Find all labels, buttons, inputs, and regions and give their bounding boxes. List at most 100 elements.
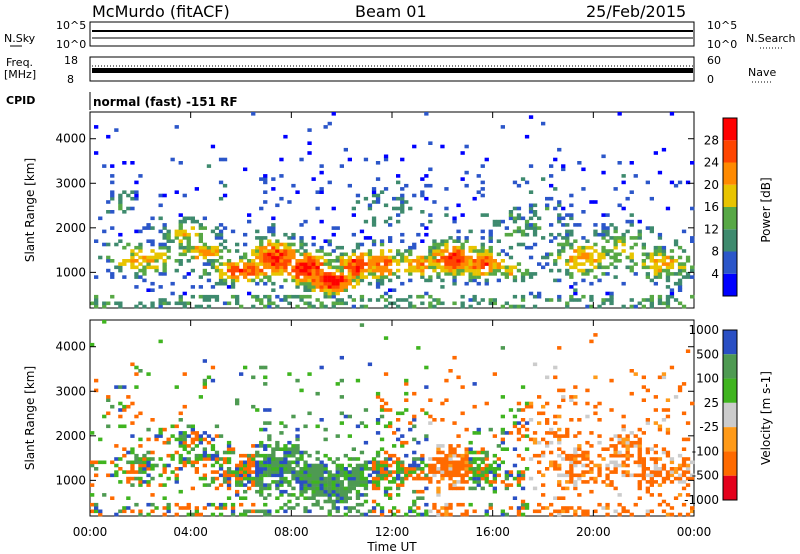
range-cell [178, 259, 183, 263]
range-cell [589, 470, 594, 474]
range-cell [633, 262, 638, 266]
range-cell [488, 252, 493, 257]
range-cell [621, 239, 626, 243]
range-cell [230, 512, 236, 517]
range-cell [138, 245, 143, 250]
range-cell [279, 272, 284, 276]
range-cell [279, 460, 284, 465]
range-cell [190, 437, 195, 442]
range-cell [230, 506, 236, 510]
range-cell [267, 408, 272, 412]
range-cell [464, 144, 469, 149]
range-cell [379, 460, 385, 465]
range-cell [480, 236, 485, 240]
range-cell [605, 506, 610, 510]
range-cell [476, 265, 481, 270]
range-cell [102, 164, 107, 168]
range-cell [661, 259, 667, 263]
range-cell [456, 239, 461, 243]
range-cell [202, 249, 207, 253]
range-cell [319, 486, 324, 491]
range-cell [432, 418, 437, 422]
range-cell [404, 476, 409, 481]
range-cell [150, 502, 155, 507]
range-cell [557, 203, 562, 208]
range-cell [637, 496, 642, 500]
range-cell [669, 180, 675, 185]
range-cell [396, 476, 401, 481]
range-cell [488, 249, 493, 253]
range-cell [355, 281, 361, 286]
range-cell [420, 259, 425, 263]
range-cell [166, 506, 171, 510]
range-cell [363, 480, 369, 484]
range-cell [516, 453, 522, 458]
range-cell [633, 174, 638, 178]
range-cell [323, 294, 328, 299]
range-cell [315, 467, 320, 471]
range-cell [545, 262, 550, 266]
range-cell [645, 480, 650, 484]
range-cell [134, 372, 139, 376]
range-cell [649, 509, 654, 514]
range-cell [235, 476, 240, 481]
range-cell [601, 226, 606, 230]
range-cell [154, 255, 159, 260]
range-cell [295, 457, 300, 461]
range-cell [585, 252, 590, 257]
range-cell [359, 323, 365, 327]
range-cell [577, 493, 582, 497]
range-cell [319, 301, 324, 306]
range-cell [303, 249, 308, 253]
range-cell [210, 252, 216, 257]
range-cell [436, 444, 441, 448]
range-cell [593, 404, 598, 409]
range-cell [230, 294, 236, 299]
range-cell [456, 268, 461, 273]
range-cell [577, 255, 582, 260]
range-cell [444, 509, 449, 514]
range-cell [569, 216, 574, 221]
range-cell [267, 444, 272, 448]
range-cell [355, 378, 361, 383]
range-cell [637, 453, 642, 458]
range-cell [323, 499, 328, 504]
range-cell [299, 470, 304, 474]
range-cell [138, 174, 143, 178]
range-cell [319, 463, 324, 468]
range-cell [452, 483, 457, 487]
range-cell [186, 232, 191, 237]
range-cell [206, 375, 212, 380]
range-cell [335, 288, 340, 292]
range-cell [557, 437, 562, 442]
range-cell [589, 476, 594, 481]
range-cell [516, 183, 522, 188]
range-cell [351, 278, 356, 283]
range-cell [347, 473, 352, 478]
range-cell [146, 255, 151, 260]
range-cell [198, 457, 203, 461]
range-cell [263, 444, 268, 448]
range-cell [218, 502, 224, 507]
range-cell [126, 450, 131, 455]
range-cell [657, 483, 663, 487]
range-cell [448, 506, 453, 510]
range-cell [432, 265, 437, 270]
range-cell [597, 265, 602, 270]
range-cell [379, 265, 385, 270]
range-cell [653, 281, 658, 286]
range-cell [235, 268, 240, 273]
range-cell [106, 259, 111, 263]
range-cell [589, 245, 594, 250]
range-cell [339, 378, 344, 383]
range-cell [452, 470, 457, 474]
range-cell [565, 262, 570, 266]
range-cell [412, 476, 417, 481]
range-cell [259, 486, 264, 491]
range-cell [416, 473, 421, 478]
range-cell [456, 236, 461, 240]
range-cell [681, 275, 687, 279]
range-cell [396, 249, 401, 253]
range-cell [178, 219, 183, 224]
range-cell [553, 206, 558, 211]
